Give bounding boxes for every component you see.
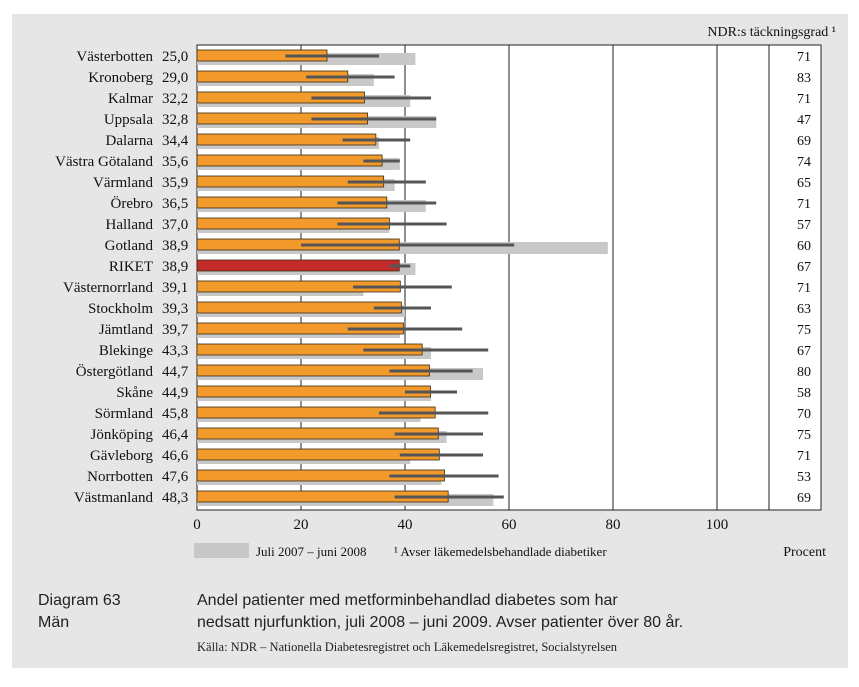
region-name-label: Kalmar (108, 91, 153, 107)
coverage-header: NDR:s täckningsgrad ¹ (707, 25, 836, 40)
region-value-label: 36,5 (162, 196, 188, 212)
coverage-value: 47 (797, 113, 811, 128)
caption-source: Källa: NDR – Nationella Diabetesregistre… (197, 640, 618, 654)
region-name-label: Gävleborg (90, 448, 154, 464)
x-axis-ticks: 0 20 40 60 80 100 (193, 517, 728, 533)
coverage-value: 65 (797, 176, 811, 191)
x-axis-label: Procent (783, 545, 826, 560)
region-value-label: 45,8 (162, 406, 188, 422)
legend-swatch (194, 543, 249, 558)
region-name-label: Västmanland (74, 490, 154, 506)
coverage-value: 70 (797, 407, 811, 422)
region-value-label: 39,1 (162, 280, 188, 296)
coverage-value: 75 (797, 323, 811, 338)
diagram-group: Män (38, 614, 70, 631)
caption-title-line1: Andel patienter med metforminbehandlad d… (197, 592, 618, 609)
region-value-label: 35,9 (162, 175, 188, 191)
x-tick-label-80: 80 (606, 517, 621, 533)
current-period-bar (196, 154, 383, 167)
region-value-label: 46,6 (162, 448, 189, 464)
coverage-value: 75 (797, 428, 811, 443)
diagram-number: Diagram 63 (38, 592, 121, 609)
region-value-label: 38,9 (162, 238, 188, 254)
region-value-label: 32,8 (162, 112, 188, 128)
region-value-label: 37,0 (162, 217, 188, 233)
coverage-value: 71 (797, 50, 811, 65)
region-value-label: 46,4 (162, 427, 189, 443)
chart-rows: Västerbotten 25,0 71 Kronoberg 29,0 83 Kalmar 3… (55, 49, 811, 506)
region-name-label: Halland (106, 217, 154, 233)
coverage-value: 69 (797, 491, 811, 506)
current-period-bar (196, 385, 431, 398)
region-value-label: 25,0 (162, 49, 188, 65)
region-name-label: Jönköping (90, 427, 153, 443)
region-value-label: 29,0 (162, 70, 188, 86)
coverage-value: 57 (797, 218, 811, 233)
region-name-label: Kronoberg (88, 70, 153, 86)
region-value-label: 47,6 (162, 469, 189, 485)
region-name-label: Sörmland (95, 406, 154, 422)
coverage-value: 67 (797, 260, 811, 275)
region-name-label: Värmland (93, 175, 153, 191)
region-value-label: 48,3 (162, 490, 188, 506)
region-value-label: 32,2 (162, 91, 188, 107)
coverage-value: 63 (797, 302, 811, 317)
x-tick-label-60: 60 (502, 517, 517, 533)
region-name-label: Skåne (116, 385, 153, 401)
coverage-value: 80 (797, 365, 811, 380)
region-value-label: 39,7 (162, 322, 189, 338)
region-name-label: Jämtland (99, 322, 154, 338)
caption-title-line2: nedsatt njurfunktion, juli 2008 – juni 2… (197, 614, 684, 631)
coverage-value: 58 (797, 386, 811, 401)
region-name-label: Blekinge (99, 343, 153, 359)
x-tick-label-40: 40 (398, 517, 413, 533)
region-name-label: RIKET (109, 259, 153, 275)
region-value-label: 38,9 (162, 259, 188, 275)
region-value-label: 43,3 (162, 343, 188, 359)
coverage-value: 67 (797, 344, 811, 359)
current-period-bar (196, 301, 402, 314)
coverage-value: 83 (797, 71, 811, 86)
region-name-label: Örebro (111, 195, 153, 212)
region-name-label: Stockholm (88, 301, 153, 317)
region-value-label: 35,6 (162, 154, 189, 170)
region-value-label: 34,4 (162, 133, 189, 149)
x-tick-label-20: 20 (294, 517, 309, 533)
region-value-label: 44,7 (162, 364, 189, 380)
region-name-label: Västerbotten (76, 49, 153, 65)
region-name-label: Västernorrland (63, 280, 153, 296)
coverage-value: 60 (797, 239, 811, 254)
legend-label: Juli 2007 – juni 2008 (256, 544, 367, 559)
region-name-label: Norrbotten (87, 469, 153, 485)
x-tick-label-100: 100 (706, 517, 729, 533)
region-name-label: Gotland (105, 238, 154, 254)
region-value-label: 44,9 (162, 385, 188, 401)
region-name-label: Dalarna (106, 133, 154, 149)
coverage-value: 71 (797, 92, 811, 107)
coverage-value: 69 (797, 134, 811, 149)
region-value-label: 39,3 (162, 301, 188, 317)
region-name-label: Uppsala (104, 112, 153, 128)
coverage-value: 53 (797, 470, 811, 485)
coverage-value: 71 (797, 197, 811, 212)
region-name-label: Östergötland (76, 363, 154, 380)
footnote: ¹ Avser läkemedelsbehandlade diabetiker (394, 544, 607, 559)
x-tick-label-0: 0 (193, 517, 201, 533)
region-name-label: Västra Götaland (55, 154, 153, 170)
coverage-value: 71 (797, 449, 811, 464)
coverage-value: 71 (797, 281, 811, 296)
riket-bar (196, 259, 400, 272)
coverage-value: 74 (797, 155, 811, 170)
